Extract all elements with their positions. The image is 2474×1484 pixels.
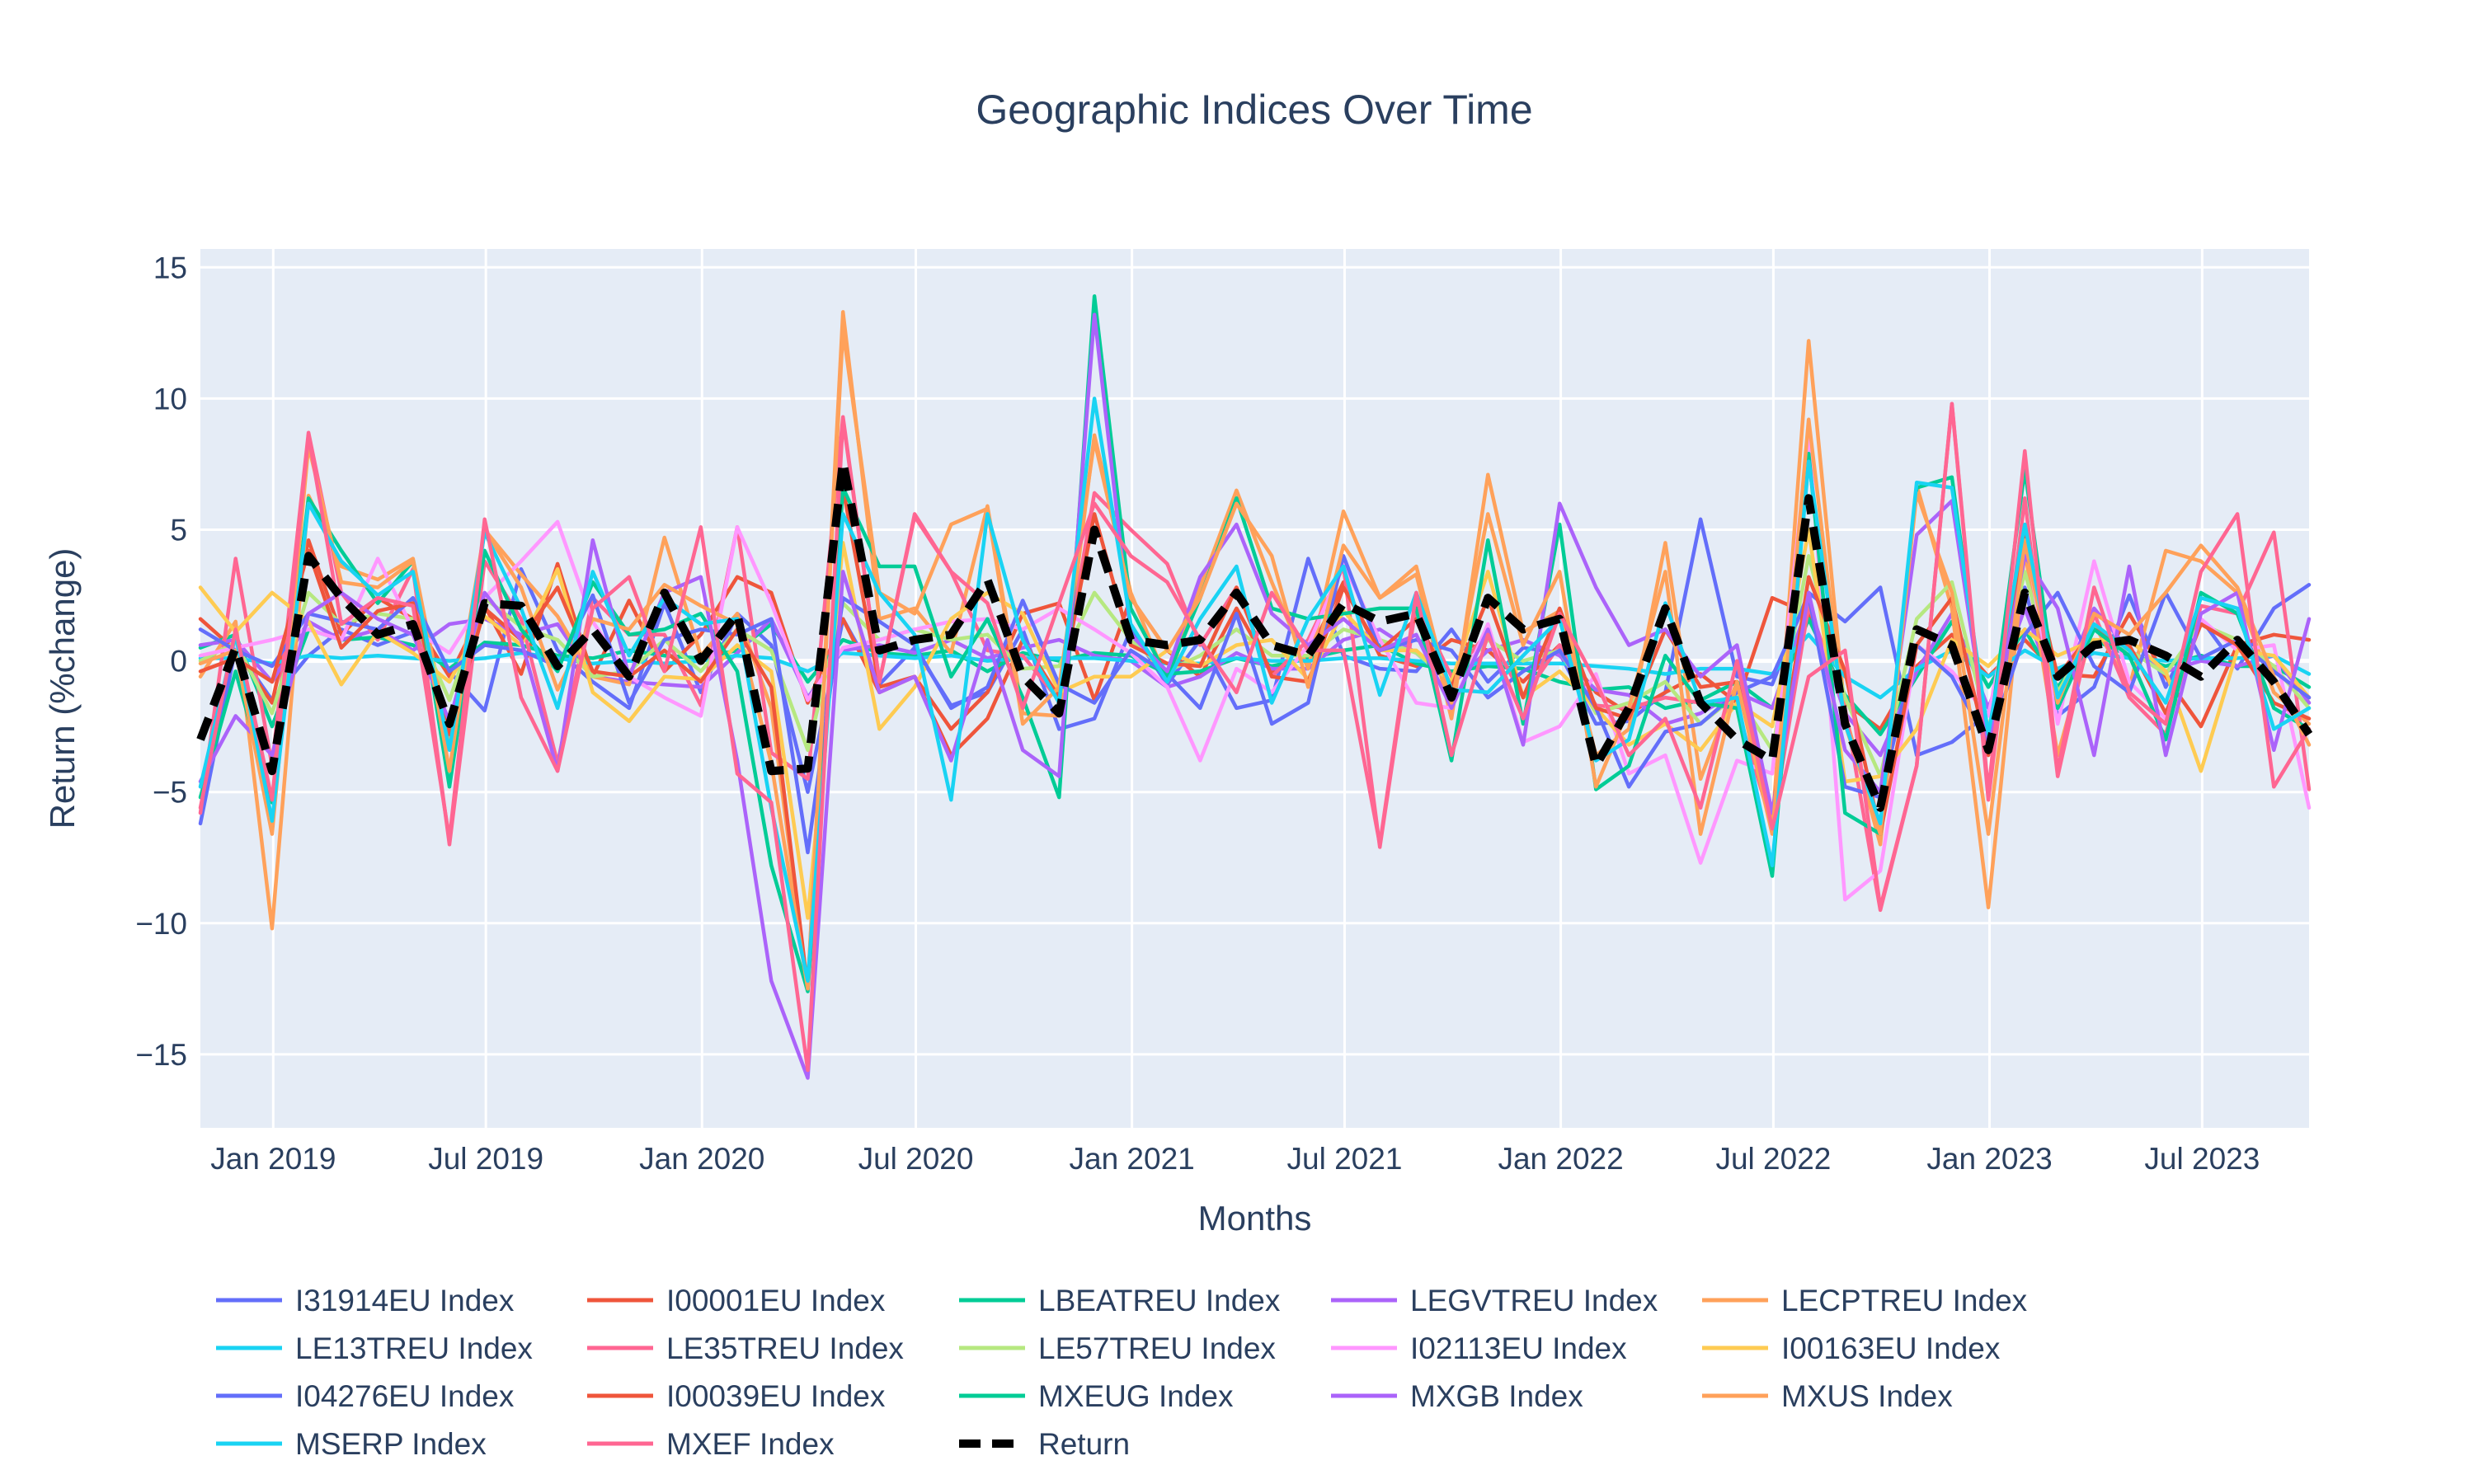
legend-item[interactable]: LEGVTREU Index: [1331, 1284, 1658, 1317]
legend-item[interactable]: MXEUG Index: [959, 1379, 1234, 1413]
legend-label: MXGB Index: [1410, 1379, 1583, 1413]
legend-item[interactable]: MXEF Index: [587, 1427, 835, 1461]
legend-item[interactable]: I00039EU Index: [587, 1379, 886, 1413]
y-tick-label: −10: [135, 907, 187, 941]
y-tick-label: −5: [153, 776, 187, 810]
legend-item[interactable]: Return: [959, 1427, 1130, 1461]
x-tick-label: Jan 2023: [1926, 1142, 2052, 1176]
legend-item[interactable]: MXUS Index: [1702, 1379, 1953, 1413]
legend-item[interactable]: LBEATREU Index: [959, 1284, 1281, 1317]
x-tick-label: Jan 2022: [1498, 1142, 1623, 1176]
series-line: [196, 457, 2313, 812]
legend-label: LECPTREU Index: [1781, 1284, 2028, 1317]
y-tick-label: 15: [153, 251, 187, 284]
legend-label: MXUS Index: [1781, 1379, 1953, 1413]
legend-item[interactable]: I04276EU Index: [216, 1379, 515, 1413]
legend-label: I00001EU Index: [666, 1284, 886, 1317]
legend-label: MSERP Index: [295, 1427, 487, 1461]
legend-item[interactable]: I00001EU Index: [587, 1284, 886, 1317]
legend-label: MXEF Index: [666, 1427, 835, 1461]
series-lines: [196, 294, 2313, 1080]
x-axis-title: Months: [1198, 1199, 1312, 1237]
legend-label: Return: [1038, 1427, 1130, 1461]
legend-label: LE13TREU Index: [295, 1331, 533, 1365]
legend-label: MXEUG Index: [1038, 1379, 1234, 1413]
legend-item[interactable]: I31914EU Index: [216, 1284, 515, 1317]
legend-label: I00163EU Index: [1781, 1331, 2001, 1365]
legend-label: LE35TREU Index: [666, 1331, 904, 1365]
y-tick-label: 0: [170, 645, 187, 679]
legend-item[interactable]: LECPTREU Index: [1702, 1284, 2028, 1317]
x-tick-label: Jul 2021: [1287, 1142, 1403, 1176]
series-line: [198, 397, 2312, 984]
legend-item[interactable]: I02113EU Index: [1331, 1331, 1627, 1365]
legend-label: I04276EU Index: [295, 1379, 515, 1413]
legend-label: I31914EU Index: [295, 1284, 515, 1317]
legend-item[interactable]: I00163EU Index: [1702, 1331, 2001, 1365]
x-tick-label: Jul 2019: [428, 1142, 543, 1176]
y-tick-label: −15: [135, 1038, 187, 1072]
x-tick-label: Jul 2023: [2144, 1142, 2260, 1176]
y-axis-ticks: −15 −10 −5 0 5 10 15: [135, 251, 187, 1072]
legend-label: LEGVTREU Index: [1410, 1284, 1658, 1317]
legend-item[interactable]: LE35TREU Index: [587, 1331, 904, 1365]
legend-label: LBEATREU Index: [1038, 1284, 1281, 1317]
y-tick-label: 10: [153, 382, 187, 416]
legend: I31914EU Index I00001EU Index LBEATREU Ind…: [216, 1284, 2028, 1461]
chart-title: Geographic Indices Over Time: [976, 87, 1532, 133]
series-line: [198, 402, 2312, 1073]
x-tick-label: Jan 2019: [210, 1142, 336, 1176]
x-tick-label: Jul 2020: [858, 1142, 974, 1176]
legend-label: LE57TREU Index: [1038, 1331, 1276, 1365]
y-tick-label: 5: [170, 513, 187, 547]
x-tick-label: Jul 2022: [1715, 1142, 1831, 1176]
x-tick-label: Jan 2021: [1070, 1142, 1195, 1176]
legend-item[interactable]: LE57TREU Index: [959, 1331, 1276, 1365]
legend-item[interactable]: MXGB Index: [1331, 1379, 1583, 1413]
legend-item[interactable]: MSERP Index: [216, 1427, 487, 1461]
x-axis-ticks: Jan 2019 Jul 2019 Jan 2020 Jul 2020 Jan 2021…: [210, 1142, 2260, 1176]
legend-item[interactable]: LE13TREU Index: [216, 1331, 533, 1365]
legend-label: I00039EU Index: [666, 1379, 886, 1413]
legend-label: I02113EU Index: [1410, 1331, 1627, 1365]
x-tick-label: Jan 2020: [639, 1142, 764, 1176]
y-axis-title: Return (%change): [43, 548, 82, 829]
series-line: [198, 433, 2312, 902]
series-line: [198, 328, 2312, 991]
